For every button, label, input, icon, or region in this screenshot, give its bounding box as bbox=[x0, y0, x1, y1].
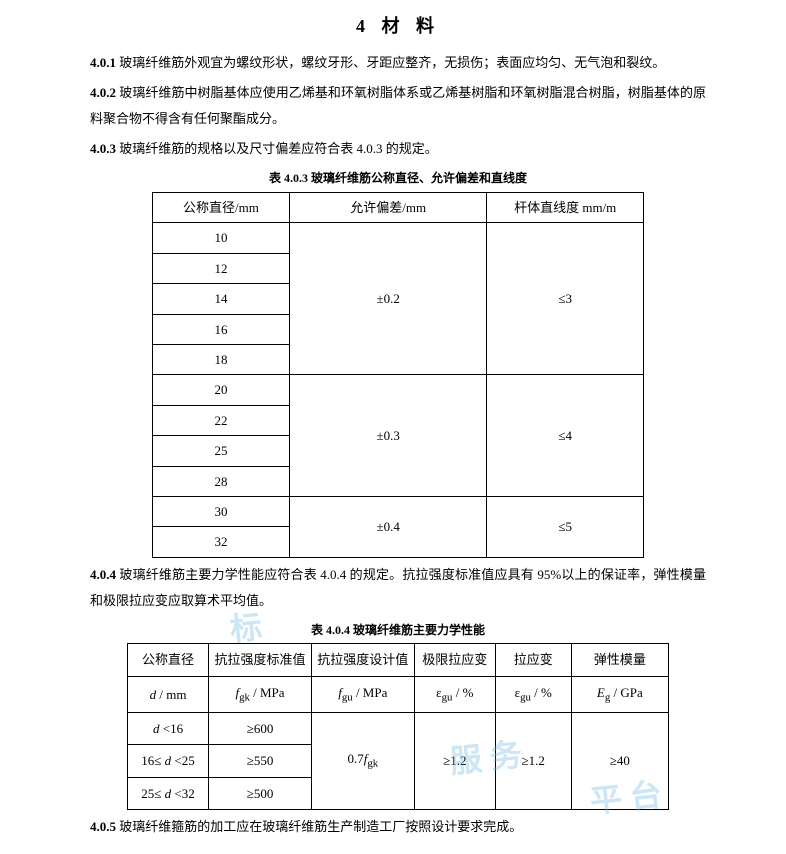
th-ult-strain: 极限拉应变 bbox=[414, 644, 495, 676]
table-row: 10±0.2≤3 bbox=[152, 223, 644, 253]
table-4-0-4: 公称直径 抗拉强度标准值 抗拉强度设计值 极限拉应变 拉应变 弹性模量 d / … bbox=[127, 643, 669, 810]
clause-num: 4.0.3 bbox=[90, 141, 116, 156]
cell-diameter: 20 bbox=[152, 375, 290, 405]
cell-linearity: ≤3 bbox=[487, 223, 644, 375]
th-egu2-unit: εgu / % bbox=[495, 676, 571, 712]
cell-mod: ≥40 bbox=[571, 712, 668, 809]
th-modulus: 弹性模量 bbox=[571, 644, 668, 676]
th-diameter: 公称直径 bbox=[127, 644, 208, 676]
th-diameter: 公称直径/mm bbox=[152, 192, 290, 222]
para-4-0-2: 4.0.2 玻璃纤维筋中树脂基体应使用乙烯基和环氧树脂体系或乙烯基树脂和环氧树脂… bbox=[90, 80, 706, 132]
table1-caption: 表 4.0.3 玻璃纤维筋公称直径、允许偏差和直线度 bbox=[90, 168, 706, 190]
cell-ult: ≥1.2 bbox=[414, 712, 495, 809]
clause-text: 玻璃纤维筋中树脂基体应使用乙烯基和环氧树脂体系或乙烯基树脂和环氧树脂混合树脂，树… bbox=[90, 85, 706, 126]
cell-d-range: d <16 bbox=[127, 712, 208, 744]
clause-text: 玻璃纤维筋外观宜为螺纹形状，螺纹牙形、牙距应整齐，无损伤；表面应均匀、无气泡和裂… bbox=[116, 55, 665, 70]
cell-diameter: 14 bbox=[152, 284, 290, 314]
cell-fgk: ≥600 bbox=[209, 712, 312, 744]
clause-num: 4.0.2 bbox=[90, 85, 116, 100]
th-strain: 拉应变 bbox=[495, 644, 571, 676]
page-title: 4 材 料 bbox=[90, 10, 706, 42]
table-row: 30±0.4≤5 bbox=[152, 496, 644, 526]
th-fgu: 抗拉强度设计值 bbox=[311, 644, 414, 676]
table-header-row1: 公称直径 抗拉强度标准值 抗拉强度设计值 极限拉应变 拉应变 弹性模量 bbox=[127, 644, 668, 676]
cell-tolerance: ±0.4 bbox=[290, 496, 487, 557]
cell-tolerance: ±0.3 bbox=[290, 375, 487, 497]
cell-diameter: 10 bbox=[152, 223, 290, 253]
th-fgk: 抗拉强度标准值 bbox=[209, 644, 312, 676]
table-row: d <16 ≥600 0.7fgk ≥1.2 ≥1.2 ≥40 bbox=[127, 712, 668, 744]
cell-linearity: ≤4 bbox=[487, 375, 644, 497]
cell-diameter: 16 bbox=[152, 314, 290, 344]
cell-diameter: 22 bbox=[152, 405, 290, 435]
cell-fgk: ≥550 bbox=[209, 745, 312, 777]
table-row: 20±0.3≤4 bbox=[152, 375, 644, 405]
table-header-row: 公称直径/mm 允许偏差/mm 杆体直线度 mm/m bbox=[152, 192, 644, 222]
table-4-0-3: 公称直径/mm 允许偏差/mm 杆体直线度 mm/m 10±0.2≤3 12 1… bbox=[152, 192, 645, 558]
cell-diameter: 12 bbox=[152, 253, 290, 283]
cell-diameter: 30 bbox=[152, 496, 290, 526]
clause-text: 玻璃纤维筋的规格以及尺寸偏差应符合表 4.0.3 的规定。 bbox=[116, 141, 438, 156]
cell-d-range: 25≤ d <32 bbox=[127, 777, 208, 809]
cell-d-range: 16≤ d <25 bbox=[127, 745, 208, 777]
cell-strain: ≥1.2 bbox=[495, 712, 571, 809]
th-d-unit: d / mm bbox=[127, 676, 208, 712]
cell-diameter: 18 bbox=[152, 344, 290, 374]
clause-text: 玻璃纤维箍筋的加工应在玻璃纤维筋生产制造工厂按照设计要求完成。 bbox=[116, 819, 522, 834]
th-fgk-unit: fgk / MPa bbox=[209, 676, 312, 712]
para-4-0-5: 4.0.5 玻璃纤维箍筋的加工应在玻璃纤维筋生产制造工厂按照设计要求完成。 bbox=[90, 814, 706, 840]
table-header-row2: d / mm fgk / MPa fgu / MPa εgu / % εgu /… bbox=[127, 676, 668, 712]
cell-diameter: 28 bbox=[152, 466, 290, 496]
para-4-0-4: 4.0.4 玻璃纤维筋主要力学性能应符合表 4.0.4 的规定。抗拉强度标准值应… bbox=[90, 562, 706, 614]
cell-fgu: 0.7fgk bbox=[311, 712, 414, 809]
th-fgu-unit: fgu / MPa bbox=[311, 676, 414, 712]
clause-num: 4.0.1 bbox=[90, 55, 116, 70]
cell-tolerance: ±0.2 bbox=[290, 223, 487, 375]
cell-diameter: 25 bbox=[152, 436, 290, 466]
th-linearity: 杆体直线度 mm/m bbox=[487, 192, 644, 222]
cell-diameter: 32 bbox=[152, 527, 290, 557]
cell-linearity: ≤5 bbox=[487, 496, 644, 557]
th-eg-unit: Eg / GPa bbox=[571, 676, 668, 712]
th-egu-unit: εgu / % bbox=[414, 676, 495, 712]
clause-num: 4.0.5 bbox=[90, 819, 116, 834]
cell-fgk: ≥500 bbox=[209, 777, 312, 809]
clause-num: 4.0.4 bbox=[90, 567, 116, 582]
table2-caption: 表 4.0.4 玻璃纤维筋主要力学性能 bbox=[90, 620, 706, 642]
clause-text: 玻璃纤维筋主要力学性能应符合表 4.0.4 的规定。抗拉强度标准值应具有 95%… bbox=[90, 567, 706, 608]
th-tolerance: 允许偏差/mm bbox=[290, 192, 487, 222]
para-4-0-1: 4.0.1 玻璃纤维筋外观宜为螺纹形状，螺纹牙形、牙距应整齐，无损伤；表面应均匀… bbox=[90, 50, 706, 76]
para-4-0-3: 4.0.3 玻璃纤维筋的规格以及尺寸偏差应符合表 4.0.3 的规定。 bbox=[90, 136, 706, 162]
